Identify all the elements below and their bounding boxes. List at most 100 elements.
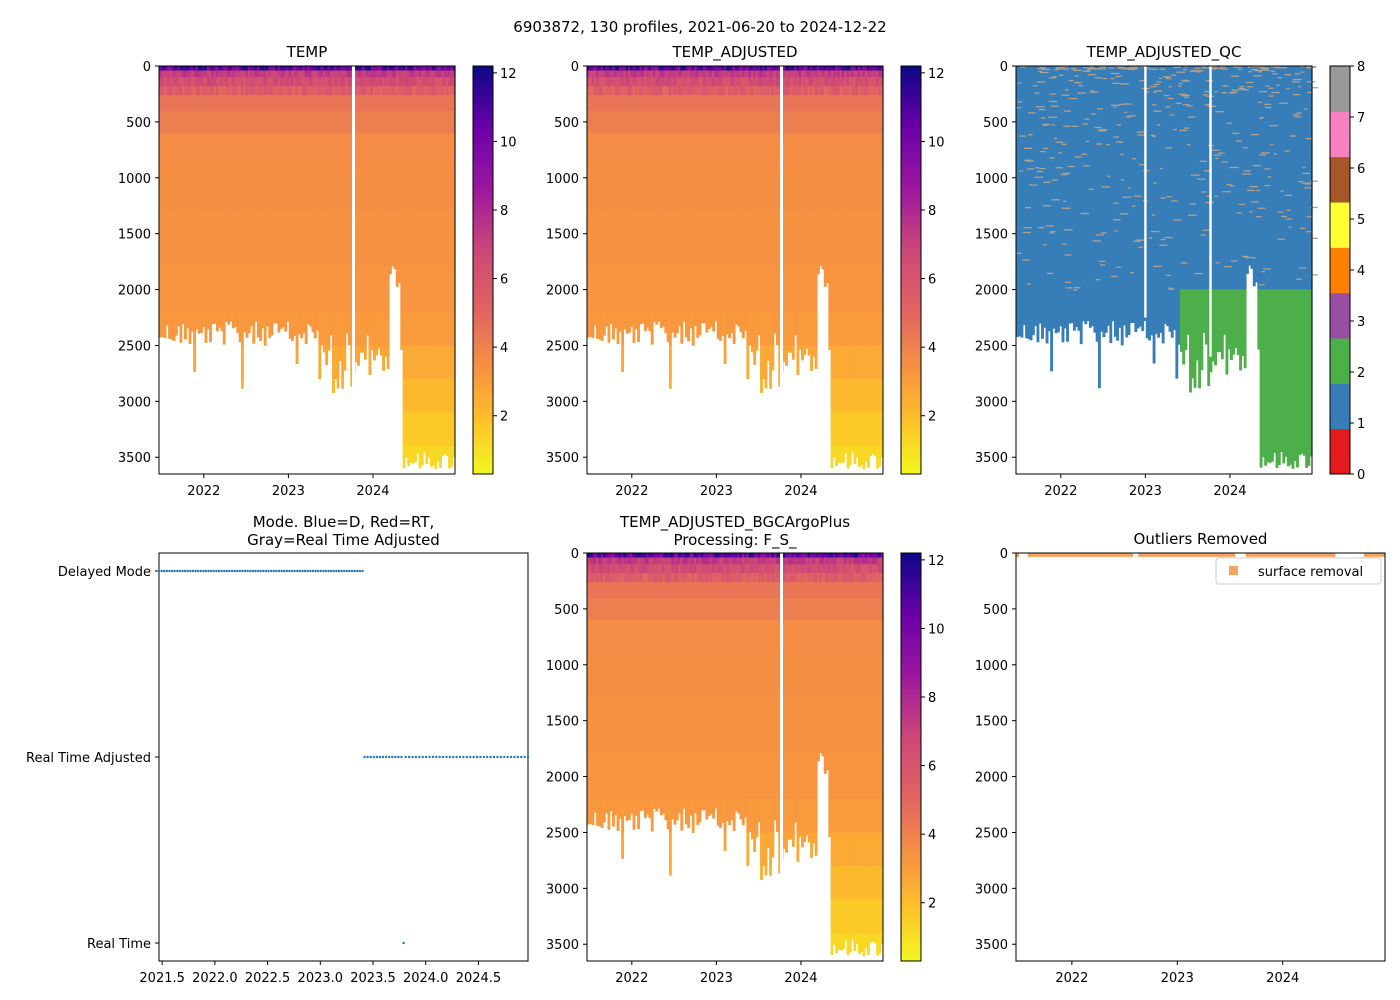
temp-adjusted-cell	[801, 86, 804, 96]
temp-bgc-cell	[602, 597, 606, 621]
temp-bgc-cell	[673, 582, 677, 599]
temp-cell	[404, 110, 408, 134]
temp-cell	[420, 378, 424, 414]
temp-cell	[393, 133, 397, 168]
temp-adjusted-qc-cell-gap	[1267, 176, 1272, 178]
temp-adjusted-cell	[789, 66, 793, 71]
temp-cell	[373, 133, 376, 168]
mode-point	[186, 569, 189, 573]
temp-bgc-cell	[746, 832, 750, 867]
temp-cell	[398, 166, 401, 212]
temp-bgc-cell	[778, 573, 782, 583]
temp-adjusted-qc-cell-gap	[1153, 265, 1162, 268]
temp-cell	[168, 95, 171, 112]
temp-adjusted-cell	[862, 110, 866, 134]
temp-cell	[263, 86, 267, 96]
temp-adjusted-cell	[860, 95, 864, 112]
temp-cell	[379, 267, 383, 313]
temp-bgc-cell	[719, 653, 722, 699]
temp-cell	[350, 77, 354, 87]
temp-adjusted-cell	[830, 412, 834, 447]
temp-adjusted-cell	[657, 86, 661, 96]
temp-cell	[288, 311, 292, 339]
temp-cell	[382, 86, 386, 96]
temp-adjusted-qc-cell-qc2	[1204, 289, 1208, 345]
temp-cell	[332, 86, 335, 96]
temp-adjusted-qc-cell-qc1	[1307, 66, 1311, 290]
temp-cell	[423, 77, 426, 87]
temp-adjusted-qc-xtick-label: 2022	[1044, 484, 1077, 499]
temp-bgc-cell	[625, 573, 629, 583]
temp-adjusted-cell	[873, 311, 877, 346]
temp-bgc-cell	[682, 798, 686, 809]
temp-cell	[225, 211, 228, 268]
temp-cell	[414, 86, 417, 96]
temp-adjusted-cell	[600, 166, 604, 212]
temp-adjusted-qc-cell-gap	[1064, 110, 1071, 112]
temp-cell	[382, 110, 386, 134]
temp-adjusted-qc-cell-gap	[1160, 197, 1166, 199]
temp-adjusted-cell	[639, 86, 643, 96]
temp-adjusted-qc-cell-gap	[1050, 105, 1059, 107]
temp-adjusted-cell	[716, 133, 720, 168]
temp-bgc-cell	[589, 553, 593, 558]
temp-cell	[236, 95, 240, 112]
temp-adjusted-cell	[589, 95, 593, 112]
temp-adjusted-qc-cell-gap	[1083, 67, 1088, 69]
temp-cell	[238, 211, 242, 268]
temp-adjusted-qc-cell-gap	[1094, 126, 1102, 129]
temp-bgc-cell	[766, 653, 770, 699]
temp-adjusted-qc-cell-qc2	[1200, 289, 1204, 371]
temp-adjusted-qc-cell-gap	[1278, 66, 1288, 69]
temp-adjusted-cell	[757, 86, 761, 96]
temp-bgc-cell	[621, 620, 625, 655]
temp-cell	[259, 133, 263, 168]
temp-adjusted-cell	[782, 133, 786, 168]
temp-adjusted-cell	[707, 95, 711, 112]
temp-bgc-cell	[753, 597, 757, 621]
temp-cell	[363, 211, 367, 268]
temp-bgc-cell	[600, 557, 604, 565]
temp-bgc-cell	[614, 653, 618, 699]
temp-cell	[368, 267, 372, 313]
temp-adjusted-cell	[844, 166, 848, 212]
temp-bgc-cell	[668, 582, 672, 599]
temp-adjusted-colorbar-label: 2	[928, 410, 936, 425]
temp-adjusted-cell	[694, 133, 697, 168]
temp-adjusted-cell	[732, 211, 736, 268]
temp-adjusted-cell	[782, 66, 786, 71]
temp-adjusted-cell	[730, 77, 734, 87]
mode-point	[209, 569, 213, 573]
mode-point	[241, 569, 244, 573]
mode-point	[277, 569, 281, 573]
temp-bgc-cell	[744, 698, 747, 755]
temp-adjusted-cell	[880, 211, 884, 268]
temp-adjusted-cell	[828, 166, 832, 212]
temp-cell	[366, 133, 370, 168]
temp-adjusted-qc-cell-qc1	[1145, 66, 1149, 339]
temp-adjusted-cell	[735, 86, 738, 96]
temp-cell	[307, 77, 310, 87]
temp-cell	[286, 110, 290, 134]
temp-adjusted-qc-cell-gap	[1127, 187, 1132, 189]
temp-bgc-cell	[778, 653, 782, 699]
temp-bgc-cell	[598, 653, 602, 699]
temp-adjusted-cell	[757, 267, 761, 313]
temp-bgc-cell	[760, 653, 763, 699]
temp-adjusted-cell	[812, 267, 816, 313]
temp-bgc-cell	[659, 620, 663, 655]
temp-cell	[388, 77, 392, 87]
temp-adjusted-cell	[714, 77, 718, 87]
temp-adjusted-cell	[835, 95, 839, 112]
temp-cell	[354, 166, 358, 212]
temp-adjusted-cell	[830, 267, 834, 313]
temp-cell	[414, 211, 417, 268]
temp-adjusted-cell	[812, 70, 816, 78]
temp-adjusted-cell	[846, 66, 850, 71]
temp-adjusted-cell	[846, 166, 850, 212]
temp-cell	[170, 166, 174, 212]
temp-bgc-cell	[766, 553, 770, 558]
temp-bgc-cell	[671, 620, 675, 655]
temp-cell	[272, 211, 276, 268]
temp-cell	[411, 133, 415, 168]
